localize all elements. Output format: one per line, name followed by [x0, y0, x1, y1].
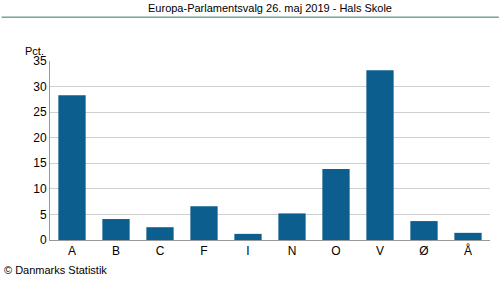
- svg-text:I: I: [246, 244, 249, 258]
- svg-text:N: N: [288, 244, 297, 258]
- svg-text:V: V: [376, 244, 384, 258]
- svg-text:30: 30: [33, 80, 47, 94]
- svg-text:0: 0: [40, 233, 47, 247]
- svg-text:Ø: Ø: [419, 244, 428, 258]
- svg-text:10: 10: [33, 182, 47, 196]
- svg-text:O: O: [331, 244, 340, 258]
- svg-text:A: A: [68, 244, 76, 258]
- svg-text:C: C: [156, 244, 165, 258]
- svg-text:Pct.: Pct.: [25, 45, 44, 57]
- svg-text:B: B: [112, 244, 120, 258]
- svg-text:15: 15: [33, 156, 47, 170]
- svg-text:25: 25: [33, 105, 47, 119]
- svg-text:35: 35: [33, 54, 47, 68]
- svg-text:Å: Å: [464, 243, 472, 258]
- svg-text:5: 5: [40, 208, 47, 222]
- svg-text:Europa-Parlamentsvalg 26. maj: Europa-Parlamentsvalg 26. maj 2019 - Hal…: [148, 2, 392, 14]
- svg-text:© Danmarks Statistik: © Danmarks Statistik: [4, 264, 107, 276]
- svg-text:F: F: [200, 244, 207, 258]
- svg-text:20: 20: [33, 131, 47, 145]
